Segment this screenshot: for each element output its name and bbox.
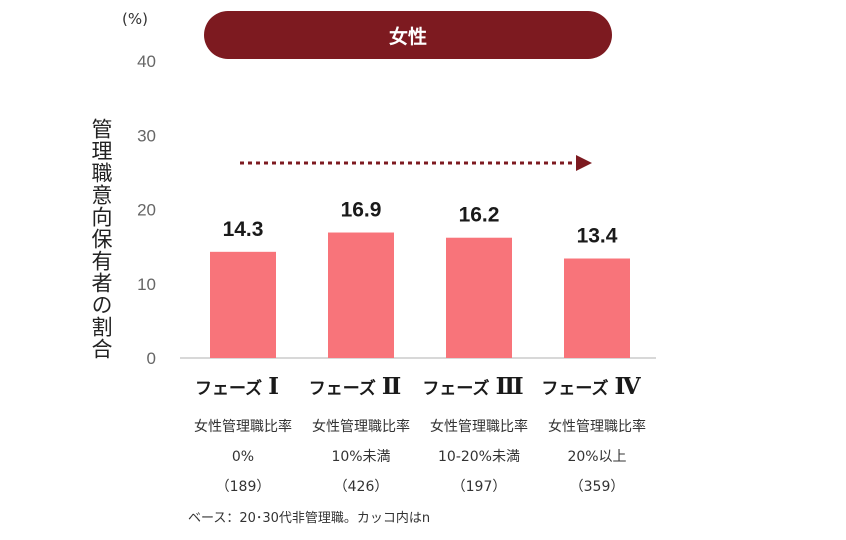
- category-label-phase-3: フェーズ Ⅲ 女性管理職比率 10-20%未満 （197）: [422, 373, 528, 495]
- category-line3: （426）: [334, 479, 389, 495]
- y-tick-labels: 0 10 20 30 40: [137, 52, 156, 368]
- category-label-phase-4: フェーズ Ⅳ 女性管理職比率 20%以上 （359）: [541, 373, 646, 495]
- category-line2: 0%: [232, 449, 254, 465]
- phase-numeral: Ⅰ: [268, 373, 279, 400]
- category-label-phase-1: フェーズ Ⅰ 女性管理職比率 0% （189）: [194, 373, 292, 495]
- category-labels: フェーズ Ⅰ 女性管理職比率 0% （189） フェーズ Ⅱ 女性管理職比率 10%未満 （426…: [194, 373, 646, 495]
- category-label-phase-2: フェーズ Ⅱ 女性管理職比率 10%未満 （426）: [309, 373, 410, 495]
- y-tick-10: 10: [137, 275, 156, 294]
- category-line2: 10-20%未満: [438, 449, 520, 465]
- category-line1: 女性管理職比率: [312, 418, 410, 435]
- category-line2: 20%以上: [567, 449, 626, 465]
- category-line1: 女性管理職比率: [194, 418, 292, 435]
- data-label-phase-3: 16.2: [459, 204, 500, 227]
- phase-numeral: Ⅲ: [496, 373, 524, 400]
- data-label-phase-4: 13.4: [577, 225, 618, 248]
- y-tick-40: 40: [137, 52, 156, 71]
- phase-prefix: フェーズ: [309, 378, 376, 399]
- bar-phase-3: [446, 237, 512, 358]
- bar-phase-2: [328, 232, 394, 358]
- bars: [210, 232, 630, 358]
- title-banner: [204, 11, 612, 59]
- phase-heading: フェーズ Ⅲ: [422, 373, 523, 400]
- category-line3: （197）: [452, 479, 507, 495]
- data-label-phase-2: 16.9: [341, 199, 382, 222]
- category-line1: 女性管理職比率: [548, 418, 646, 435]
- footnote: ベース：20･30代非管理職。カッコ内はn: [188, 510, 430, 526]
- phase-heading: フェーズ Ⅱ: [309, 373, 402, 400]
- chart-title: 女性: [389, 25, 427, 48]
- data-labels: 14.3 16.9 16.2 13.4: [223, 199, 618, 248]
- phase-prefix: フェーズ: [422, 378, 489, 399]
- data-label-phase-1: 14.3: [223, 218, 264, 241]
- category-line3: （359）: [570, 479, 625, 495]
- phase-heading: フェーズ Ⅳ: [541, 373, 641, 400]
- phase-numeral: Ⅳ: [615, 373, 642, 400]
- trend-arrow: [240, 155, 592, 171]
- y-tick-30: 30: [137, 126, 156, 145]
- y-axis-unit: (%): [122, 10, 148, 28]
- phase-heading: フェーズ Ⅰ: [195, 373, 279, 400]
- phase-prefix: フェーズ: [541, 378, 608, 399]
- y-tick-0: 0: [147, 349, 156, 368]
- category-line3: （189）: [216, 479, 271, 495]
- phase-numeral: Ⅱ: [382, 373, 401, 400]
- bar-phase-1: [210, 251, 276, 358]
- phase-prefix: フェーズ: [195, 378, 262, 399]
- bar-phase-4: [564, 258, 630, 358]
- y-axis-label: 管理職意向保有者の割合: [89, 118, 113, 360]
- category-line2: 10%未満: [331, 449, 390, 465]
- category-line1: 女性管理職比率: [430, 418, 528, 435]
- y-tick-20: 20: [137, 201, 156, 220]
